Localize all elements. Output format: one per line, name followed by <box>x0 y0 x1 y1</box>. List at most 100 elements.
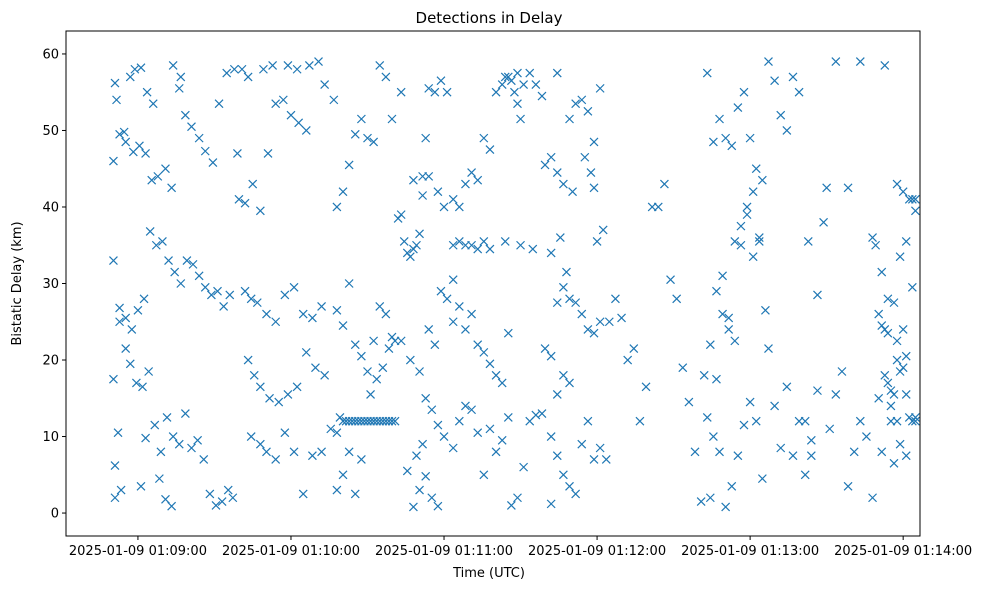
data-point <box>286 110 296 120</box>
data-point <box>121 137 131 147</box>
data-point <box>886 416 896 426</box>
data-point <box>855 57 865 67</box>
data-point <box>115 303 124 313</box>
data-point <box>788 72 798 82</box>
data-point <box>311 363 320 373</box>
data-point <box>565 378 574 388</box>
data-point <box>883 328 893 338</box>
data-point <box>369 336 379 346</box>
data-point <box>283 61 293 70</box>
data-point <box>595 317 605 327</box>
data-point <box>298 309 308 319</box>
data-point <box>497 435 507 445</box>
data-point <box>705 493 715 503</box>
data-point <box>592 236 602 246</box>
data-point <box>868 233 877 243</box>
data-point <box>479 133 489 143</box>
data-point <box>770 401 780 411</box>
data-point <box>895 439 905 449</box>
data-point <box>378 363 388 373</box>
data-point <box>565 481 574 491</box>
data-point <box>473 244 483 254</box>
data-point <box>344 160 354 170</box>
data-point <box>491 447 501 457</box>
data-point <box>467 240 476 250</box>
data-point <box>161 164 170 174</box>
data-point <box>889 458 899 468</box>
data-point <box>467 405 476 415</box>
data-point <box>571 99 581 109</box>
data-point <box>742 210 752 220</box>
data-point <box>396 210 406 220</box>
data-point <box>604 317 614 327</box>
data-point <box>187 122 196 132</box>
data-point <box>516 114 525 124</box>
x-axis-label: Time (UTC) <box>452 566 525 581</box>
data-point <box>332 428 342 438</box>
data-point <box>901 236 911 246</box>
data-point <box>436 76 446 86</box>
data-point <box>366 390 375 399</box>
data-point <box>552 68 562 78</box>
data-point <box>666 275 675 285</box>
data-point <box>234 194 244 204</box>
data-point <box>228 493 238 503</box>
data-point <box>586 168 596 177</box>
data-points <box>109 57 920 512</box>
data-point <box>571 489 581 499</box>
data-point <box>696 497 706 506</box>
data-point <box>320 80 330 89</box>
data-point <box>678 363 688 373</box>
data-point <box>206 290 216 300</box>
data-point <box>448 194 458 204</box>
data-point <box>862 432 871 441</box>
data-point <box>381 72 391 82</box>
data-point <box>589 455 599 464</box>
data-point <box>199 455 209 464</box>
data-point <box>803 236 813 246</box>
data-point <box>294 118 304 128</box>
data-point <box>188 259 198 269</box>
data-point <box>748 187 758 197</box>
data-point <box>141 148 151 158</box>
data-point <box>595 443 605 453</box>
data-point <box>721 502 731 512</box>
data-point <box>167 183 177 193</box>
data-point <box>672 294 682 304</box>
data-point <box>819 217 829 227</box>
data-point <box>500 72 510 82</box>
data-point <box>442 294 452 304</box>
data-point <box>831 390 841 399</box>
data-point <box>831 57 841 67</box>
data-point <box>874 309 884 319</box>
data-point <box>338 187 348 197</box>
data-point <box>193 435 203 445</box>
data-point <box>589 137 599 147</box>
data-point <box>145 227 155 236</box>
data-point <box>222 68 232 78</box>
data-point <box>133 305 143 315</box>
data-point <box>525 68 535 78</box>
data-point <box>577 439 587 449</box>
data-point <box>479 470 489 480</box>
data-point <box>384 344 394 353</box>
data-point <box>369 137 379 147</box>
data-point <box>595 83 605 93</box>
data-point <box>454 416 464 426</box>
data-point <box>589 183 599 193</box>
data-point <box>292 64 302 74</box>
data-point <box>246 294 256 304</box>
y-tick-label: 50 <box>42 124 59 139</box>
data-point <box>332 202 342 212</box>
data-point <box>889 390 899 399</box>
data-point <box>708 432 718 441</box>
data-point <box>883 294 893 304</box>
data-point <box>350 340 360 350</box>
data-point <box>491 87 501 97</box>
data-point <box>112 95 121 105</box>
data-point <box>739 420 749 430</box>
data-point <box>307 451 317 461</box>
data-point <box>170 267 180 277</box>
data-point <box>635 416 645 426</box>
data-point <box>194 133 204 143</box>
